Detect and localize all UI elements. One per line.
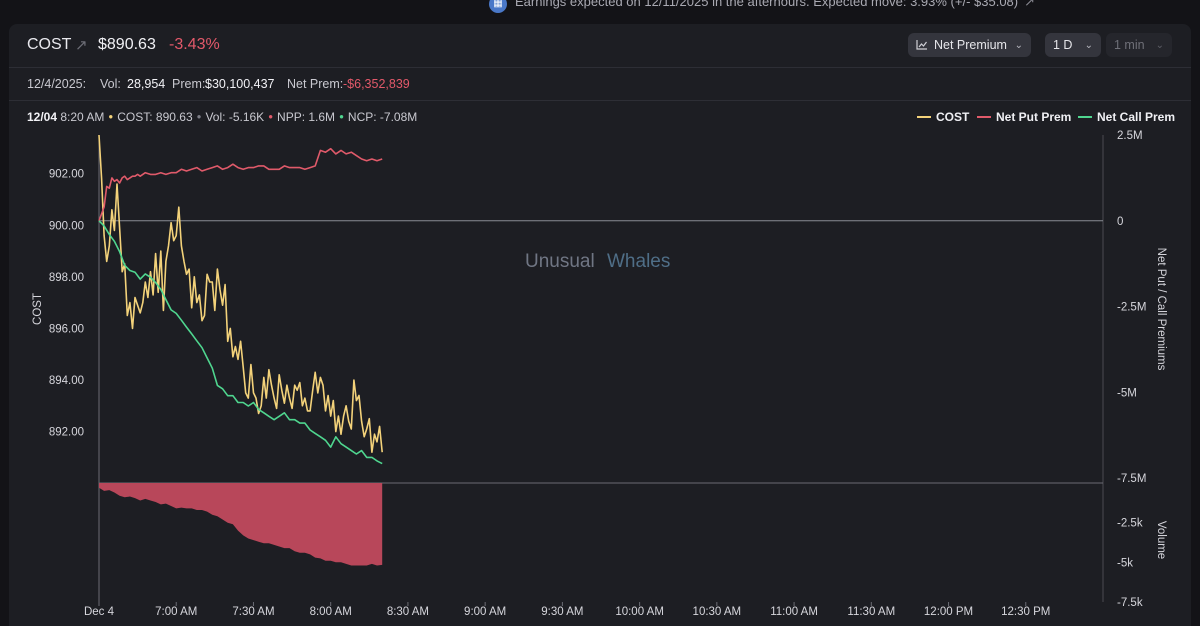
volume-axis: -2.5k -5k -7.5k: [1117, 518, 1143, 609]
interval-dropdown[interactable]: 1 min ⌄: [1106, 33, 1172, 57]
time-tick: 11:30 AM: [847, 606, 895, 618]
info-time: 8:20 AM: [60, 110, 105, 124]
volume-tick: -2.5k: [1117, 518, 1143, 530]
premium-tick: 0: [1117, 216, 1123, 228]
premium-tick: -2.5M: [1117, 302, 1146, 314]
legend-net-put-prem[interactable]: Net Put Prem: [977, 110, 1071, 124]
call-swatch-icon: [1078, 115, 1092, 118]
earnings-banner[interactable]: ▦ Earnings expected on 12/11/2025 in the…: [0, 0, 1200, 18]
time-tick: 11:00 AM: [770, 606, 818, 618]
legend-put-label: Net Put Prem: [996, 110, 1072, 124]
call-dot-icon: ●: [339, 112, 344, 121]
premium-label: Prem:: [172, 77, 206, 91]
volume-label: Vol:: [100, 77, 121, 91]
cost-dot-icon: ●: [108, 112, 114, 121]
info-npp: NPP: 1.6M: [277, 110, 336, 124]
time-tick: 9:00 AM: [464, 606, 506, 618]
timeframe-dropdown[interactable]: 1 D ⌄: [1045, 33, 1101, 57]
net-premium-label: Net Premium: [934, 38, 1007, 52]
info-date: 12/04: [27, 110, 58, 124]
net-premium-value: -$6,352,839: [343, 77, 410, 91]
premium-axis: 2.5M 0 -2.5M -5M -7.5M: [1117, 130, 1146, 485]
info-volume: Vol: -5.16K: [205, 110, 265, 124]
price-tick: 892.00: [49, 427, 84, 439]
time-axis: Dec 4 7:00 AM 7:30 AM 8:00 AM 8:30 AM 9:00 AM…: [84, 602, 1050, 618]
net-premium-label: Net Prem:: [287, 77, 344, 91]
price-change: -3.43%: [169, 36, 220, 53]
time-tick: 10:00 AM: [615, 606, 664, 618]
watermark-unusual: Unusual: [525, 251, 595, 272]
premium-axis-label: Net Put / Call Premiums: [1155, 248, 1167, 371]
time-tick: 12:30 PM: [1001, 606, 1050, 618]
stats-date: 12/4/2025:: [27, 77, 87, 91]
interval-label: 1 min: [1114, 38, 1145, 52]
info-ncp: NCP: -7.08M: [347, 110, 418, 124]
price-tick: 900.00: [49, 220, 84, 232]
chart-icon: [916, 40, 927, 50]
chart-header: COST ↗ $890.63 -3.43% Net Premium ⌄ 1 D …: [9, 24, 1191, 68]
volume-dot-icon: ●: [196, 112, 202, 121]
external-link-icon[interactable]: ↗: [1024, 0, 1036, 9]
last-price: $890.63: [98, 36, 156, 53]
cost-swatch-icon: [917, 115, 931, 118]
volume-axis-label: Volume: [1155, 521, 1167, 559]
info-cost: COST: 890.63: [117, 110, 193, 124]
premium-tick: -5M: [1117, 387, 1137, 399]
price-axis: 902.00 900.00 898.00 896.00 894.00 892.00: [49, 169, 84, 439]
premium-value: $30,100,437: [205, 77, 275, 91]
volume-tick: -5k: [1117, 557, 1133, 569]
price-axis-label: COST: [32, 293, 44, 325]
chevron-down-icon: ⌄: [1014, 39, 1023, 51]
time-tick: 10:30 AM: [693, 606, 742, 618]
chevron-down-icon: ⌄: [1084, 39, 1093, 51]
legend-cost[interactable]: COST: [917, 110, 969, 124]
earnings-banner-text: Earnings expected on 12/11/2025 in the a…: [515, 0, 1035, 10]
legend-net-call-prem[interactable]: Net Call Prem: [1078, 110, 1175, 124]
time-tick: 8:30 AM: [387, 606, 429, 618]
calendar-icon: ▦: [489, 0, 507, 13]
volume-area: [99, 483, 383, 566]
put-dot-icon: ●: [268, 112, 274, 121]
time-tick: 12:00 PM: [924, 606, 973, 618]
net-put-prem-line: [98, 147, 383, 222]
price-tick: 898.00: [49, 272, 84, 284]
timeframe-label: 1 D: [1053, 38, 1073, 52]
time-tick: 9:30 AM: [541, 606, 583, 618]
chevron-down-icon: ⌄: [1155, 39, 1164, 51]
crosshair-info: 12/04 8:20 AM ● COST: 890.63 ● Vol: -5.16K ● N…: [27, 110, 417, 124]
series-group: [98, 134, 383, 566]
net-premium-dropdown[interactable]: Net Premium ⌄: [908, 33, 1031, 57]
premium-tick: 2.5M: [1117, 130, 1143, 142]
watermark-whales: Whales: [607, 251, 670, 272]
open-ticker-icon[interactable]: ↗: [75, 37, 88, 54]
cost-price-line: [98, 134, 383, 454]
time-tick: 7:30 AM: [232, 606, 274, 618]
net-call-prem-line: [98, 220, 383, 465]
price-tick: 902.00: [49, 169, 84, 181]
time-tick: 7:00 AM: [155, 606, 197, 618]
volume-tick: -7.5k: [1117, 597, 1143, 609]
chart-panel: COST ↗ $890.63 -3.43% Net Premium ⌄ 1 D …: [9, 24, 1191, 626]
premium-tick: -7.5M: [1117, 473, 1146, 485]
legend-call-label: Net Call Prem: [1097, 110, 1176, 124]
stats-bar: 12/4/2025: Vol: 28,954 Prem: $30,100,437…: [9, 68, 1191, 101]
price-tick: 894.00: [49, 375, 84, 387]
price-tick: 896.00: [49, 323, 84, 335]
time-tick: Dec 4: [84, 606, 115, 618]
legend-cost-label: COST: [936, 110, 970, 124]
ticker-symbol[interactable]: COST: [27, 36, 72, 53]
put-swatch-icon: [977, 115, 991, 118]
volume-value: 28,954: [127, 77, 166, 91]
time-tick: 8:00 AM: [310, 606, 352, 618]
